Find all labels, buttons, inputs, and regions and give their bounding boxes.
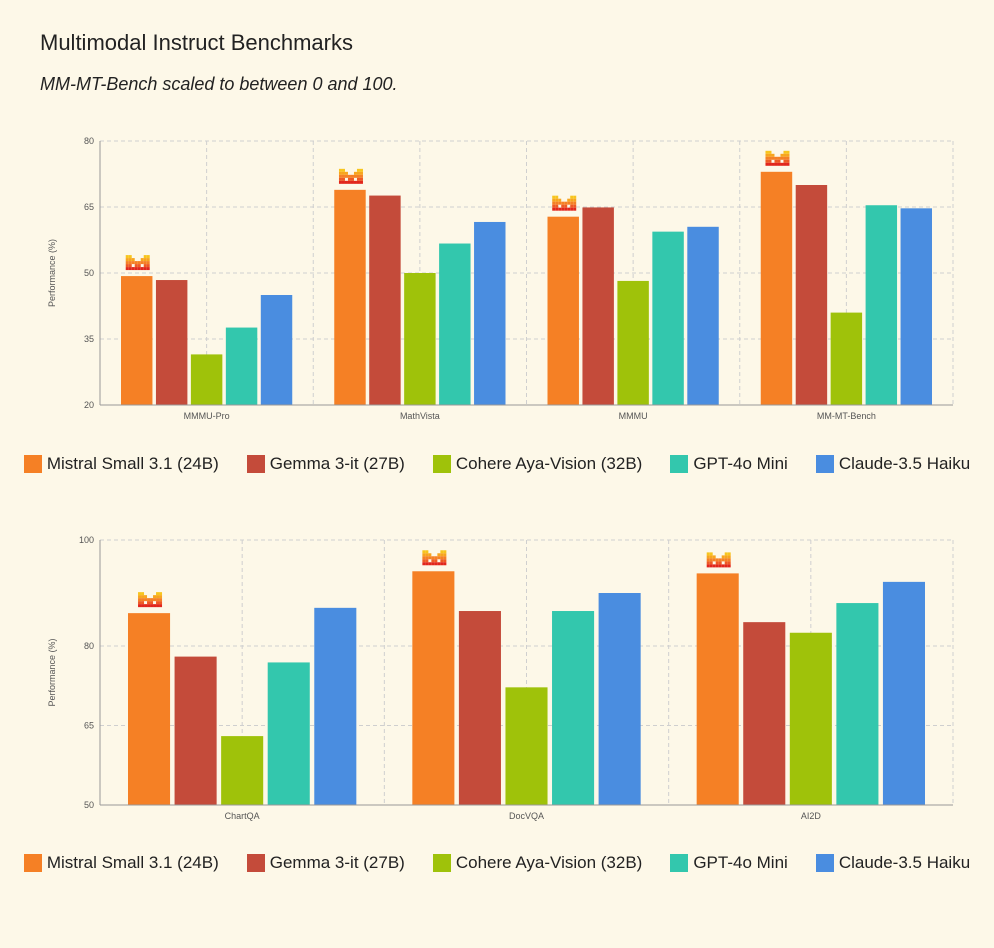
legend-swatch	[670, 455, 689, 473]
bar-mathvista-mistral-small-3-1-24b	[334, 189, 366, 405]
bar-ai2d-claude-3-5-haiku	[882, 581, 925, 805]
y-tick-label: 80	[84, 136, 94, 146]
bar-mmmu-gpt-4o-mini	[652, 231, 684, 405]
y-tick-label: 20	[84, 400, 94, 410]
bar-ai2d-cohere-aya-vision-32b	[789, 632, 832, 805]
legend-swatch	[246, 854, 265, 872]
legend-label: GPT-4o Mini	[693, 853, 788, 872]
legend-item-claude-3-5-haiku: Claude-3.5 Haiku	[815, 853, 971, 873]
page-subtitle: MM-MT-Bench scaled to between 0 and 100.	[40, 74, 398, 94]
bar-docvqa-claude-3-5-haiku	[598, 593, 641, 805]
legend-label: GPT-4o Mini	[693, 454, 788, 473]
legend-item-claude-3-5-haiku: Claude-3.5 Haiku	[815, 454, 971, 474]
bar-mm-mt-bench-claude-3-5-haiku	[900, 208, 932, 405]
legend-item-cohere-aya-vision-32b: Cohere Aya-Vision (32B)	[432, 454, 643, 474]
bar-mm-mt-bench-gemma-3-it-27b	[795, 185, 828, 405]
bar-mmmu-pro-claude-3-5-haiku	[260, 295, 293, 405]
x-tick-label-chartqa: ChartQA	[225, 811, 260, 821]
legend-item-gemma-3-it-27b: Gemma 3-it (27B)	[246, 853, 405, 873]
mistral-logo-icon	[422, 550, 447, 566]
legend-label: Claude-3.5 Haiku	[838, 454, 971, 473]
x-tick-label-ai2d: AI2D	[801, 811, 822, 821]
bar-chartqa-cohere-aya-vision-32b	[221, 736, 264, 805]
y-tick-label: 100	[79, 535, 94, 545]
legend-item-gemma-3-it-27b: Gemma 3-it (27B)	[246, 454, 405, 474]
x-tick-label-mmmu: MMMU	[619, 411, 648, 421]
chart-bottom: 50 65 80 100 Performance (%) ChartQA DocVQA AI2…	[47, 535, 954, 821]
y-tick-label: 65	[84, 202, 94, 212]
bar-chartqa-mistral-small-3-1-24b	[128, 613, 171, 805]
bar-ai2d-mistral-small-3-1-24b	[696, 573, 739, 805]
y-tick-label: 35	[84, 334, 94, 344]
legend-swatch	[23, 455, 42, 473]
legend-item-mistral-small-3-1-24b: Mistral Small 3.1 (24B)	[23, 454, 219, 474]
legend-label: Cohere Aya-Vision (32B)	[455, 853, 643, 872]
legend-bottom: Mistral Small 3.1 (24B) Gemma 3-it (27B) C…	[0, 853, 994, 873]
legend-item-mistral-small-3-1-24b: Mistral Small 3.1 (24B)	[23, 853, 219, 873]
legend-label: Mistral Small 3.1 (24B)	[46, 454, 219, 473]
bar-mmmu-mistral-small-3-1-24b	[547, 216, 579, 405]
chart-top: 20 35 50 65 80 Performance (%) MMMU-Pro MathVis…	[47, 136, 954, 421]
y-axis-label: Performance (%)	[47, 239, 57, 307]
mistral-logo-icon	[138, 592, 163, 608]
bar-mmmu-gemma-3-it-27b	[582, 207, 614, 405]
bar-mmmu-pro-gpt-4o-mini	[225, 327, 258, 405]
legend-label: Cohere Aya-Vision (32B)	[455, 454, 643, 473]
bar-mathvista-gemma-3-it-27b	[369, 195, 401, 405]
mistral-logo-icon	[552, 195, 577, 211]
legend-label: Gemma 3-it (27B)	[269, 853, 405, 872]
legend-swatch	[432, 455, 451, 473]
legend-swatch	[432, 854, 451, 872]
y-axis-label: Performance (%)	[47, 638, 57, 706]
mistral-logo-icon	[706, 552, 731, 568]
mistral-logo-icon	[125, 255, 150, 271]
y-tick-label: 50	[84, 268, 94, 278]
bar-chartqa-gpt-4o-mini	[267, 662, 310, 805]
bar-mm-mt-bench-cohere-aya-vision-32b	[830, 312, 863, 405]
bar-mmmu-pro-cohere-aya-vision-32b	[190, 354, 223, 405]
bar-ai2d-gemma-3-it-27b	[743, 622, 786, 805]
bar-mm-mt-bench-mistral-small-3-1-24b	[760, 171, 793, 405]
x-tick-label-docvqa: DocVQA	[509, 811, 544, 821]
mistral-logo-icon	[765, 150, 790, 166]
bar-docvqa-gpt-4o-mini	[552, 611, 595, 805]
bar-ai2d-gpt-4o-mini	[836, 603, 879, 805]
y-tick-label: 80	[84, 641, 94, 651]
bar-docvqa-gemma-3-it-27b	[458, 611, 501, 805]
legend-top: Mistral Small 3.1 (24B) Gemma 3-it (27B) C…	[0, 454, 994, 474]
bar-mathvista-cohere-aya-vision-32b	[404, 273, 436, 405]
legend-label: Mistral Small 3.1 (24B)	[46, 853, 219, 872]
bar-mmmu-pro-mistral-small-3-1-24b	[121, 276, 153, 405]
y-tick-label: 65	[84, 721, 94, 731]
bar-chartqa-gemma-3-it-27b	[174, 656, 217, 805]
bar-mmmu-cohere-aya-vision-32b	[617, 280, 649, 405]
bar-mathvista-claude-3-5-haiku	[474, 221, 506, 405]
bar-docvqa-mistral-small-3-1-24b	[412, 571, 455, 805]
bar-mmmu-claude-3-5-haiku	[687, 226, 719, 405]
bar-docvqa-cohere-aya-vision-32b	[505, 687, 548, 805]
page-title: Multimodal Instruct Benchmarks	[40, 30, 353, 55]
legend-item-gpt-4o-mini: GPT-4o Mini	[670, 454, 788, 474]
bar-chartqa-claude-3-5-haiku	[314, 607, 357, 805]
legend-label: Claude-3.5 Haiku	[838, 853, 971, 872]
legend-swatch	[815, 455, 834, 473]
legend-swatch	[246, 455, 265, 473]
bar-mathvista-gpt-4o-mini	[439, 243, 471, 405]
bar-mm-mt-bench-gpt-4o-mini	[865, 205, 898, 405]
legend-swatch	[670, 854, 689, 872]
y-tick-label: 50	[84, 800, 94, 810]
legend-swatch	[23, 854, 42, 872]
legend-swatch	[815, 854, 834, 872]
x-tick-label-mm-mt-bench: MM-MT-Bench	[817, 411, 876, 421]
legend-label: Gemma 3-it (27B)	[269, 454, 405, 473]
bar-mmmu-pro-gemma-3-it-27b	[155, 280, 188, 405]
legend-item-cohere-aya-vision-32b: Cohere Aya-Vision (32B)	[432, 853, 643, 873]
x-tick-label-mmmu-pro: MMMU-Pro	[184, 411, 230, 421]
legend-item-gpt-4o-mini: GPT-4o Mini	[670, 853, 788, 873]
x-tick-label-mathvista: MathVista	[400, 411, 440, 421]
mistral-logo-icon	[338, 168, 363, 184]
